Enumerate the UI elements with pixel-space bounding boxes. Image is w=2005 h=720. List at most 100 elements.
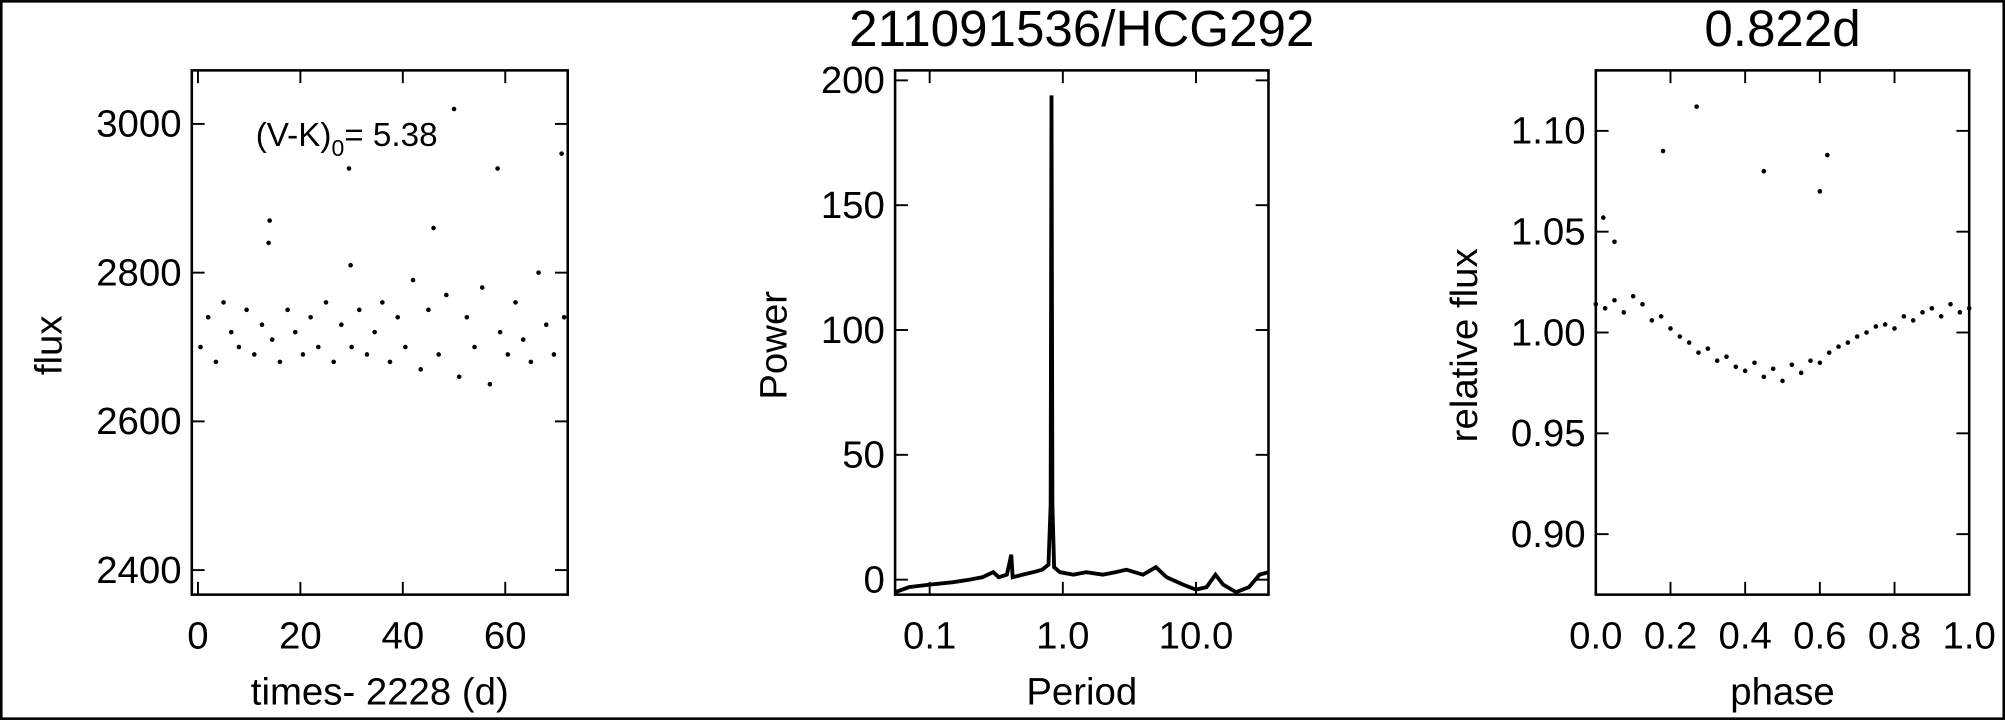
data-point — [285, 307, 290, 313]
data-point — [356, 307, 362, 313]
data-point — [1640, 301, 1645, 307]
x-tick-label: 40 — [381, 614, 424, 657]
data-point — [1808, 358, 1813, 364]
x-tick-label: 0.2 — [1644, 614, 1697, 657]
data-point — [1798, 370, 1804, 376]
data-point — [403, 344, 408, 350]
y-tick-label: 50 — [842, 434, 885, 477]
y-tick-label: 0.95 — [1511, 412, 1586, 455]
y-axis-label: flux — [27, 315, 70, 375]
y-tick-label: 2600 — [96, 400, 181, 443]
data-point — [387, 359, 393, 365]
data-point — [1752, 360, 1757, 366]
data-point — [1966, 306, 1972, 311]
data-point — [1836, 344, 1841, 349]
data-point — [431, 225, 436, 231]
y-tick-label: 2800 — [96, 251, 181, 294]
data-point — [1696, 350, 1701, 355]
data-point — [1733, 364, 1739, 370]
data-point — [1780, 378, 1785, 384]
data-point — [300, 352, 306, 357]
x-tick-label: 0.6 — [1793, 614, 1846, 657]
data-point — [1864, 330, 1869, 335]
data-point — [472, 344, 477, 350]
data-line — [894, 95, 1269, 595]
data-point — [1649, 318, 1655, 323]
data-point — [410, 277, 416, 283]
data-point — [1854, 334, 1860, 339]
y-axis-label: Power — [752, 291, 795, 400]
data-point — [1826, 350, 1832, 355]
x-tick-label: 10.0 — [1159, 614, 1234, 657]
x-tick-label: 0.0 — [1569, 614, 1622, 657]
y-tick-label: 1.00 — [1511, 311, 1586, 354]
data-point — [1621, 310, 1627, 315]
data-point — [497, 329, 503, 335]
data-point — [221, 300, 226, 305]
annotation-text: = 5.38 — [344, 117, 437, 154]
y-tick-label: 2400 — [96, 549, 181, 592]
data-point — [1612, 239, 1617, 245]
chart-title: 0.822d — [1704, 0, 1860, 57]
x-axis-label: phase — [1730, 671, 1835, 714]
data-point — [1845, 340, 1851, 345]
x-tick-label: 0 — [187, 614, 208, 657]
data-point — [551, 352, 557, 357]
data-point — [349, 344, 354, 350]
data-point — [1600, 215, 1606, 220]
data-point — [559, 151, 564, 156]
x-tick-label: 60 — [484, 614, 527, 657]
data-point — [236, 344, 242, 350]
x-axis-label: times- 2228 (d) — [251, 671, 509, 714]
data-point — [456, 374, 462, 380]
y-tick-label: 3000 — [96, 103, 181, 146]
data-point — [364, 352, 370, 357]
data-point — [1694, 104, 1699, 109]
data-point — [372, 329, 377, 335]
data-point — [1882, 322, 1888, 327]
x-tick-label: 1.0 — [1943, 614, 1996, 657]
data-point — [1901, 314, 1907, 319]
data-point — [1602, 306, 1608, 311]
data-point — [346, 166, 352, 171]
data-point — [1825, 152, 1830, 158]
data-point — [213, 359, 219, 365]
data-point — [292, 329, 298, 335]
x-axis-label: Period — [1026, 671, 1137, 714]
data-point — [1873, 324, 1879, 329]
data-point — [244, 307, 249, 313]
data-point — [1677, 334, 1683, 339]
data-point — [1920, 310, 1925, 315]
data-point — [505, 352, 511, 357]
data-point — [259, 322, 265, 328]
data-point — [1714, 358, 1720, 364]
annotation-text: (V-K) — [256, 117, 332, 154]
data-point — [536, 270, 541, 275]
data-point — [348, 262, 353, 268]
data-point — [395, 314, 401, 320]
x-tick-label: 20 — [279, 614, 322, 657]
data-point — [1742, 368, 1748, 374]
data-point — [418, 367, 424, 372]
data-point — [1724, 354, 1729, 360]
data-point — [1892, 326, 1897, 331]
data-point — [495, 166, 500, 171]
y-tick-label: 0.90 — [1511, 513, 1586, 556]
data-point — [1817, 360, 1823, 366]
data-point — [451, 106, 457, 112]
plot-area — [893, 69, 1270, 596]
data-point — [228, 329, 234, 335]
data-point — [267, 218, 272, 223]
y-axis-label: relative flux — [1443, 248, 1486, 442]
y-tick-label: 150 — [821, 184, 885, 227]
data-point — [1938, 314, 1944, 319]
y-tick-label: 100 — [821, 309, 885, 352]
annotation: (V-K)0= 5.38 — [256, 117, 438, 161]
data-point — [1770, 366, 1776, 372]
data-point — [513, 300, 518, 305]
data-point — [1668, 326, 1673, 331]
x-tick-label: 0.4 — [1719, 614, 1772, 657]
y-tick-label: 200 — [821, 59, 885, 102]
